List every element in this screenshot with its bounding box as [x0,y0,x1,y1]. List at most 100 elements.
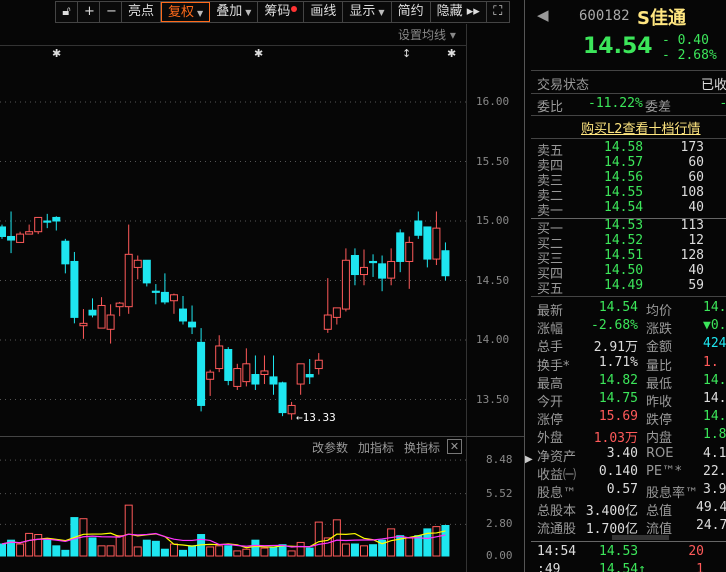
candle[interactable] [378,255,387,292]
candle[interactable] [179,295,187,325]
candle[interactable] [25,224,34,235]
candle[interactable] [414,211,423,239]
close-icon[interactable]: ✕ [447,439,462,454]
stat-label: 总手 [537,340,564,356]
caret-down-icon: ▼ [378,8,385,17]
switch-indicator-button[interactable]: 换指标 [404,441,441,455]
candle[interactable] [305,359,314,385]
stat-label: 流通股 [537,522,577,538]
order-level-label: 买三 [537,252,564,267]
toolbar-button[interactable]: 筹码 [258,2,305,22]
candle[interactable] [269,355,278,395]
toolbar-button[interactable]: 复权 ▼ [161,2,211,22]
volume-bar [224,545,233,557]
order-level-label: 买四 [537,267,564,282]
candle[interactable] [360,249,368,286]
candle[interactable] [34,216,43,235]
zoom-in-button[interactable]: + [78,2,100,22]
candle-body [115,302,124,308]
volume-bar [124,504,133,557]
event-marker-icon[interactable]: ✱ [447,47,457,60]
candle[interactable] [197,328,206,412]
candle[interactable] [323,278,332,333]
event-marker-icon[interactable]: ✱ [254,47,264,60]
change-params-button[interactable]: 改参数 [312,441,349,455]
volume-bar [369,544,378,557]
candle[interactable] [341,248,350,312]
candle[interactable] [7,211,16,254]
ma-setting-dropdown[interactable]: 设置均线 ▾ [398,28,456,42]
order-price: 14.57 [604,155,644,170]
collapse-handle[interactable] [612,535,669,540]
candlestick-chart[interactable] [0,0,524,572]
candle[interactable] [160,273,169,305]
candle[interactable] [79,309,88,339]
notification-dot-icon [291,6,298,12]
candle[interactable] [52,216,61,231]
candle[interactable] [242,348,251,387]
candle[interactable] [396,229,405,273]
candle-body [88,309,97,316]
candle[interactable] [278,381,287,417]
divider [0,45,466,46]
zoom-out-button[interactable]: − [100,2,122,22]
candle[interactable] [70,251,79,324]
candle[interactable] [206,369,215,396]
candle[interactable] [369,254,378,277]
volume-bar [423,528,432,557]
toolbar-button[interactable]: 叠加 ▼ [210,2,259,22]
candle[interactable] [0,224,6,239]
candle-body [79,322,88,327]
candle[interactable] [350,248,359,286]
candle[interactable] [287,401,296,420]
candle[interactable] [16,231,25,243]
candle[interactable] [133,255,142,280]
candle[interactable] [97,297,106,329]
event-marker-icon[interactable]: ✱ [52,47,62,60]
unlock-button[interactable]: 🔓︎ [56,2,78,22]
candle[interactable] [215,335,224,373]
candle[interactable] [61,238,70,274]
candle[interactable] [441,242,450,281]
candle[interactable] [260,355,269,385]
order-volume: 108 [680,185,704,200]
candle[interactable] [115,301,124,317]
add-indicator-button[interactable]: 加指标 [358,441,395,455]
candle[interactable] [432,211,441,266]
candle[interactable] [405,236,414,289]
tick-volume: 1 [696,562,704,572]
toolbar-button[interactable]: 简约 [392,2,431,22]
expand-handle-icon[interactable]: ▶ [525,454,533,465]
candle[interactable] [88,298,97,318]
toolbar-button[interactable]: 显示 ▼ [343,2,392,22]
candle-body [179,308,187,322]
candle[interactable] [423,226,432,268]
candle[interactable] [124,224,133,314]
candle[interactable] [314,353,323,375]
candle[interactable] [296,363,305,395]
candle[interactable] [169,293,178,314]
toolbar-button[interactable]: 隐藏 ▸▸ [431,2,487,22]
candle[interactable] [332,307,341,325]
candle[interactable] [43,213,52,229]
candle[interactable] [233,363,242,390]
candle[interactable] [188,305,197,335]
toolbar-button[interactable]: 亮点 [122,2,162,22]
candle[interactable] [387,248,396,286]
candle[interactable] [251,355,260,390]
l2-purchase-link[interactable]: 购买L2查看十档行情 [581,122,701,137]
toolbar-button[interactable]: 画线 [304,2,344,22]
stat-value: 14. [703,391,726,406]
candle[interactable] [106,304,115,344]
collapse-arrow-icon[interactable]: ◀ [537,6,549,24]
event-marker-icon[interactable]: ↕ [402,47,412,60]
caret-down-icon: ▼ [197,9,204,18]
candle[interactable] [224,347,233,386]
stat-value: 14. [703,372,726,388]
stat-value: 4247 [703,336,726,352]
fullscreen-button[interactable]: ⛶ [493,4,503,19]
candle[interactable] [142,259,151,287]
candle[interactable] [151,284,160,305]
volume-bar [396,535,405,557]
volume-bar [115,535,124,557]
